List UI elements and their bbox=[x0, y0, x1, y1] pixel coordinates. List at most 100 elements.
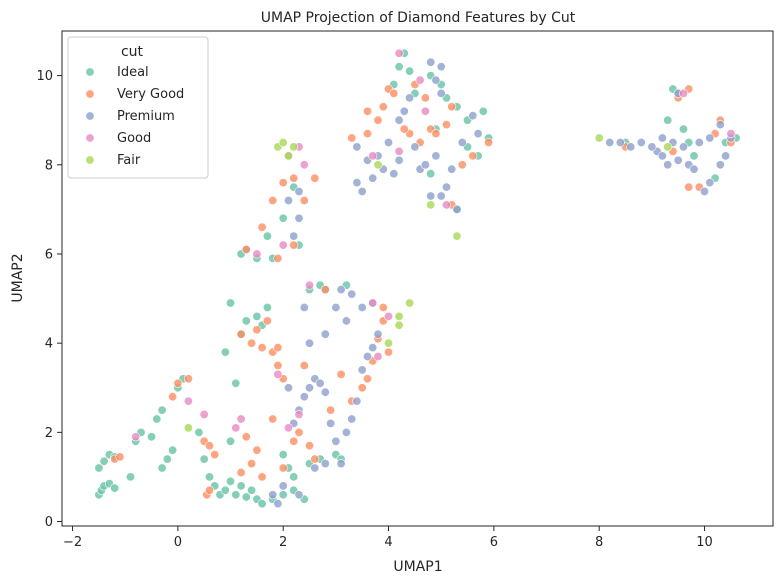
data-point-premium bbox=[473, 129, 483, 139]
legend-marker-fair bbox=[85, 155, 95, 165]
data-point-good bbox=[394, 48, 404, 58]
data-point-premium bbox=[336, 459, 346, 469]
data-point-ideal bbox=[220, 485, 230, 495]
data-point-premium bbox=[436, 191, 446, 201]
data-point-premium bbox=[273, 499, 283, 509]
y-tick-label: 6 bbox=[45, 247, 53, 262]
data-point-ideal bbox=[241, 492, 251, 502]
data-point-ideal bbox=[262, 231, 272, 241]
data-point-very-good bbox=[241, 245, 251, 255]
x-tick-label: 2 bbox=[279, 535, 287, 550]
data-point-very-good bbox=[484, 138, 494, 148]
data-point-premium bbox=[331, 436, 341, 446]
data-point-ideal bbox=[152, 414, 162, 424]
data-point-ideal bbox=[168, 445, 178, 455]
data-point-ideal bbox=[205, 472, 215, 482]
legend-marker-very-good bbox=[85, 89, 95, 99]
data-point-premium bbox=[357, 187, 367, 197]
data-point-premium bbox=[689, 164, 699, 174]
y-tick-label: 8 bbox=[45, 158, 53, 173]
data-point-good bbox=[299, 160, 309, 170]
data-point-premium bbox=[410, 142, 420, 152]
x-tick-label: 4 bbox=[384, 535, 392, 550]
y-tick-label: 4 bbox=[45, 337, 53, 352]
data-point-very-good bbox=[441, 120, 451, 130]
data-point-ideal bbox=[278, 213, 288, 223]
data-point-good bbox=[294, 409, 304, 419]
data-point-premium bbox=[705, 178, 715, 188]
data-point-very-good bbox=[362, 374, 372, 384]
data-point-good bbox=[383, 311, 393, 321]
data-point-very-good bbox=[247, 459, 257, 469]
data-point-ideal bbox=[226, 298, 236, 308]
data-point-very-good bbox=[362, 129, 372, 139]
data-point-premium bbox=[320, 329, 330, 339]
plot-frame bbox=[61, 30, 774, 527]
data-point-premium bbox=[657, 151, 667, 161]
data-point-ideal bbox=[226, 436, 236, 446]
y-axis-title: UMAP2 bbox=[10, 253, 26, 302]
data-point-good bbox=[678, 88, 688, 98]
data-point-very-good bbox=[115, 452, 125, 462]
data-point-premium bbox=[320, 387, 330, 397]
data-point-good bbox=[441, 200, 451, 210]
data-point-very-good bbox=[173, 378, 183, 388]
data-point-very-good bbox=[257, 472, 267, 482]
data-point-premium bbox=[294, 187, 304, 197]
data-point-premium bbox=[663, 160, 673, 170]
legend-label-very-good: Very Good bbox=[117, 87, 184, 102]
data-point-good bbox=[373, 351, 383, 361]
data-point-ideal bbox=[278, 490, 288, 500]
data-point-ideal bbox=[162, 454, 172, 464]
data-point-premium bbox=[699, 187, 709, 197]
data-point-ideal bbox=[199, 454, 209, 464]
data-point-good bbox=[199, 409, 209, 419]
data-point-premium bbox=[383, 138, 393, 148]
data-point-premium bbox=[436, 62, 446, 72]
data-point-ideal bbox=[147, 432, 157, 442]
data-point-premium bbox=[615, 138, 625, 148]
points-layer bbox=[94, 48, 741, 509]
x-tick-label: −2 bbox=[63, 535, 82, 550]
data-point-good bbox=[304, 280, 314, 290]
data-point-ideal bbox=[278, 450, 288, 460]
data-point-premium bbox=[705, 133, 715, 143]
data-point-premium bbox=[352, 142, 362, 152]
data-point-premium bbox=[647, 142, 657, 152]
data-point-ideal bbox=[252, 311, 262, 321]
data-point-very-good bbox=[373, 115, 383, 125]
data-point-premium bbox=[426, 191, 436, 201]
data-point-fair bbox=[383, 338, 393, 348]
data-point-premium bbox=[304, 338, 314, 348]
data-point-premium bbox=[373, 329, 383, 339]
data-point-ideal bbox=[226, 476, 236, 486]
data-point-ideal bbox=[426, 169, 436, 179]
data-point-very-good bbox=[289, 173, 299, 183]
data-point-premium bbox=[721, 151, 731, 161]
data-point-ideal bbox=[678, 124, 688, 134]
legend-items: Ideal Very Good Premium Good Fair bbox=[85, 65, 184, 168]
data-point-premium bbox=[673, 155, 683, 165]
data-point-ideal bbox=[289, 472, 299, 482]
data-point-fair bbox=[394, 311, 404, 321]
legend-marker-ideal bbox=[85, 67, 95, 77]
data-point-ideal bbox=[126, 472, 136, 482]
data-point-very-good bbox=[336, 369, 346, 379]
x-axis-title: UMAP1 bbox=[393, 559, 442, 575]
data-point-ideal bbox=[405, 66, 415, 76]
data-point-very-good bbox=[420, 93, 430, 103]
data-point-premium bbox=[431, 75, 441, 85]
data-point-good bbox=[183, 396, 193, 406]
data-point-very-good bbox=[273, 360, 283, 370]
data-point-premium bbox=[341, 316, 351, 326]
x-tick-label: 8 bbox=[595, 535, 603, 550]
data-point-premium bbox=[605, 138, 615, 148]
data-point-fair bbox=[663, 142, 673, 152]
data-point-very-good bbox=[257, 222, 267, 232]
data-point-very-good bbox=[168, 392, 178, 402]
legend-label-premium: Premium bbox=[117, 109, 175, 124]
data-point-premium bbox=[352, 178, 362, 188]
legend-label-good: Good bbox=[117, 131, 151, 146]
legend-marker-good bbox=[85, 133, 95, 143]
data-point-premium bbox=[431, 151, 441, 161]
